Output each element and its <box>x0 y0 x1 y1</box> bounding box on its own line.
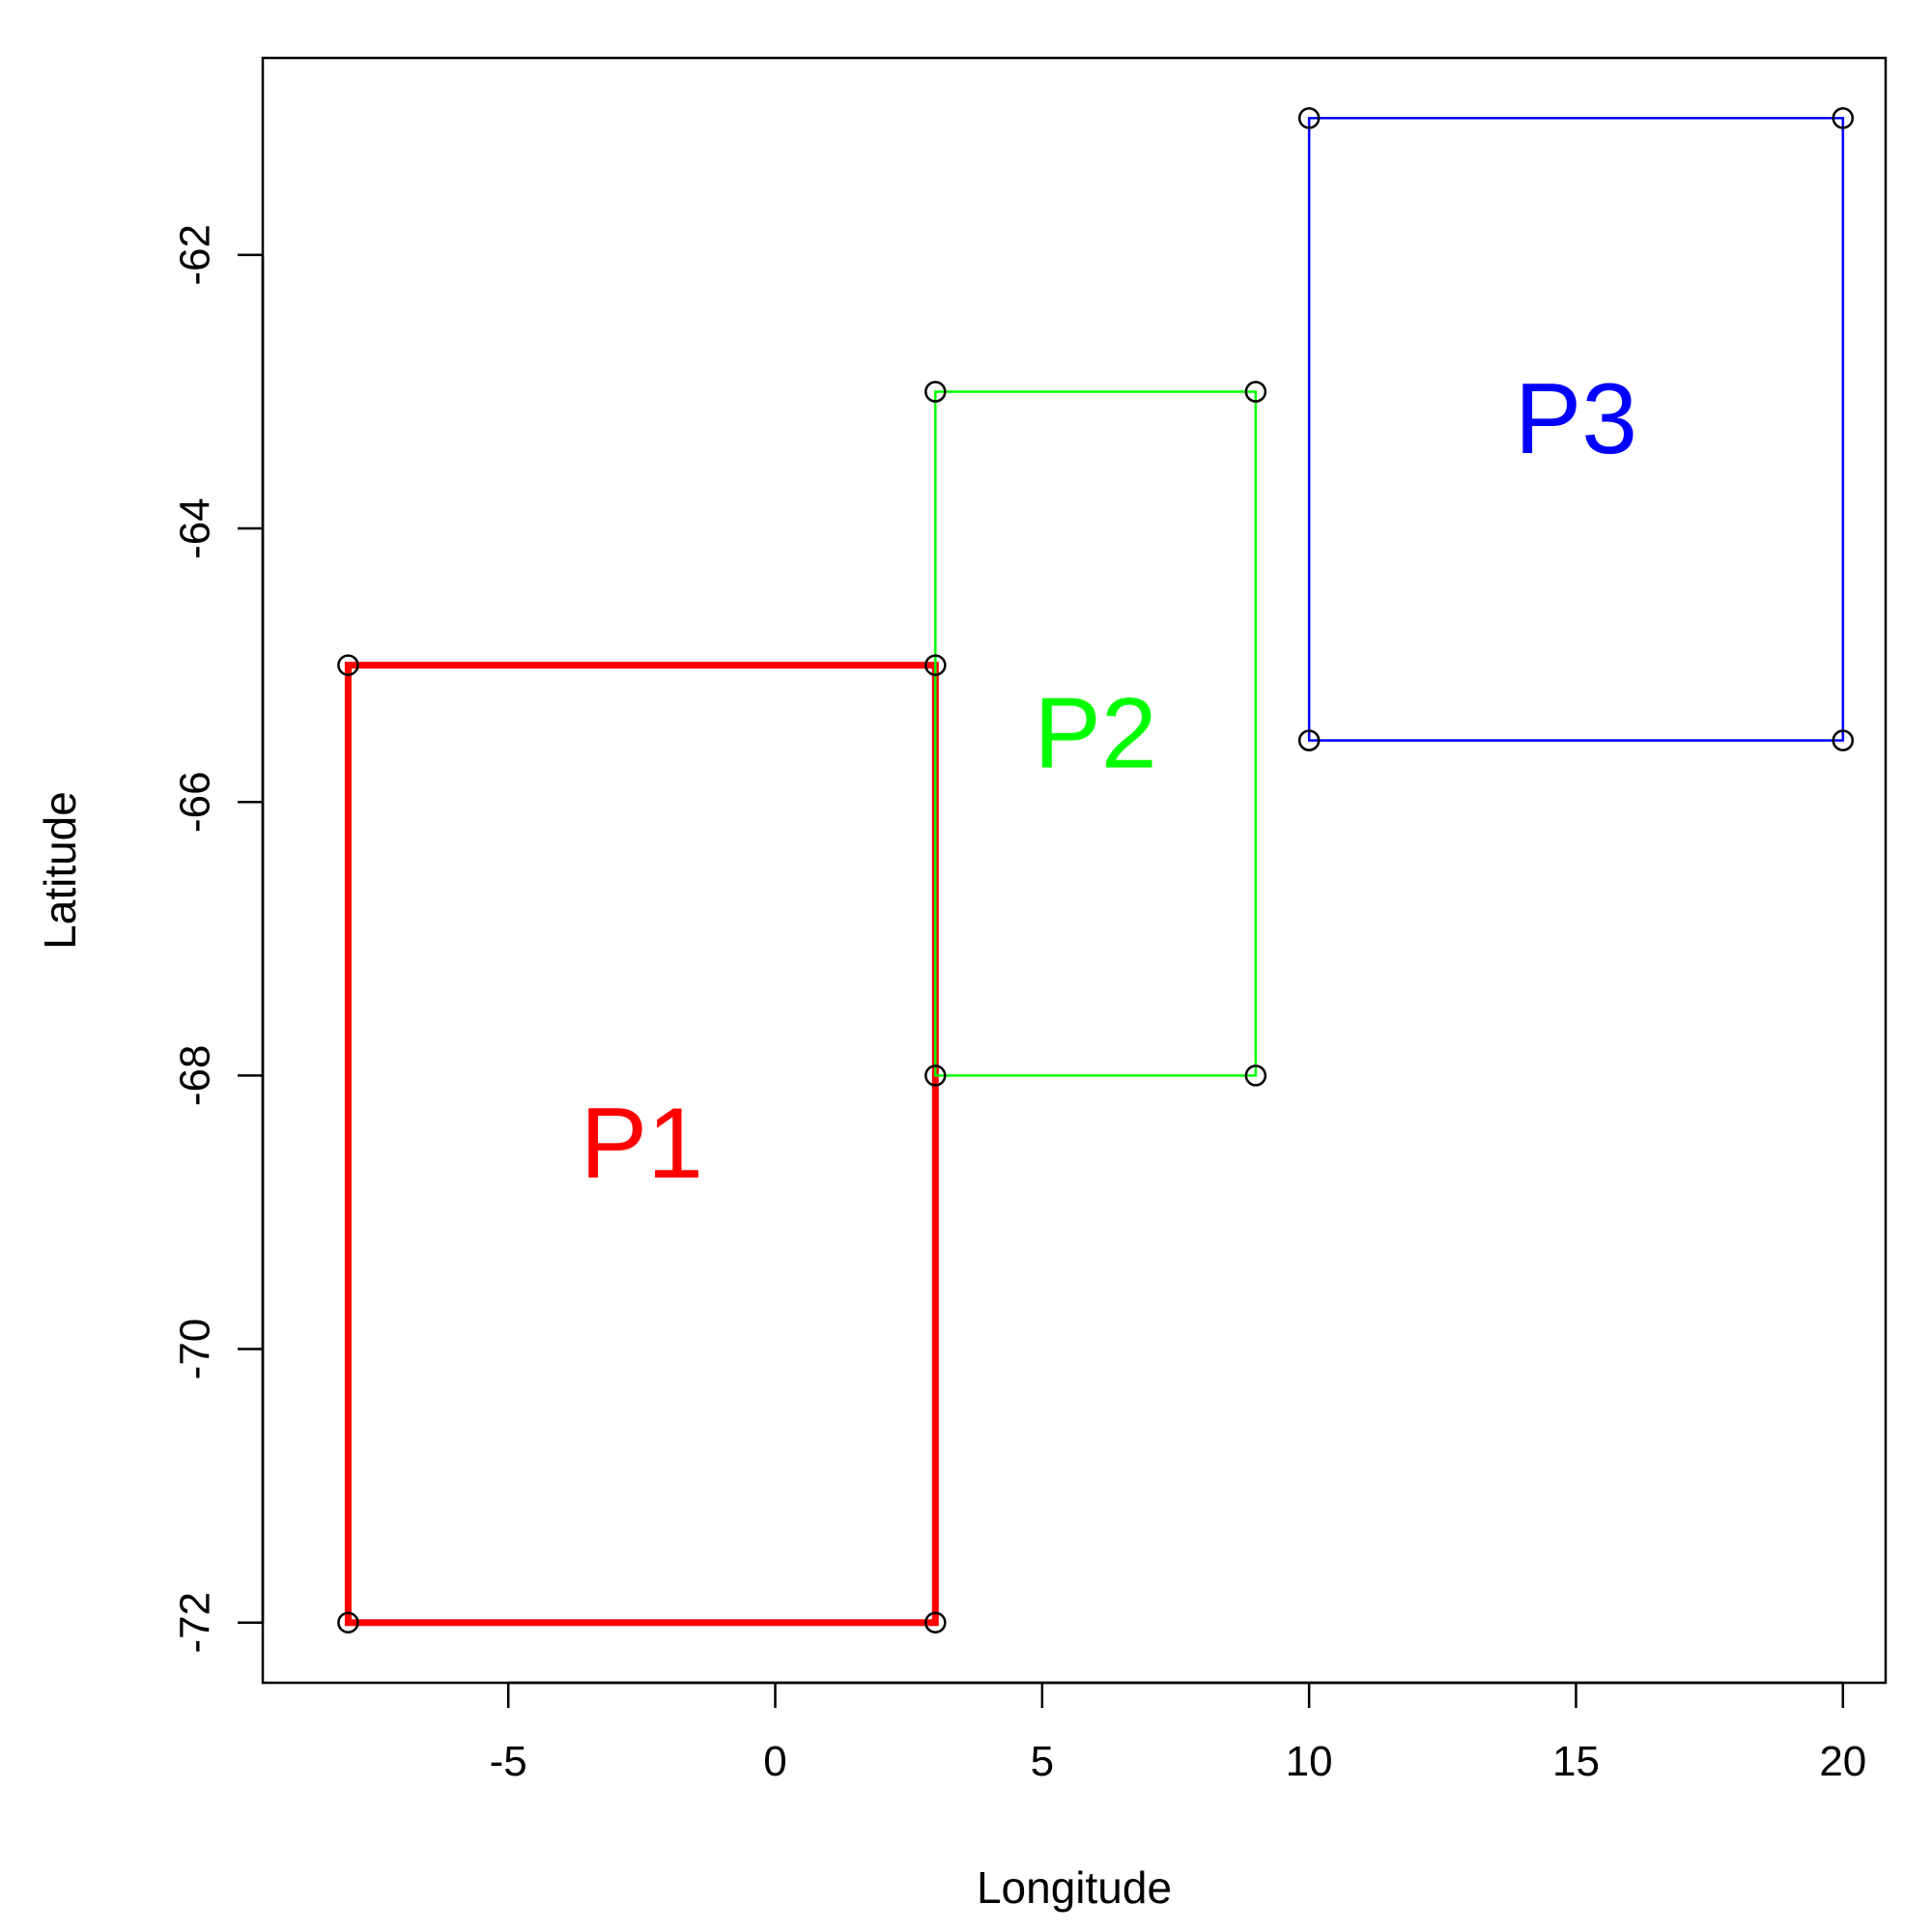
polygons-layer <box>344 117 1845 1627</box>
y-tick-label: -72 <box>172 1592 219 1654</box>
x-axis: -5 0 5 10 15 20 <box>490 1681 1866 1785</box>
vertex-point-p1-4 <box>337 1611 359 1634</box>
polygon-p1 <box>344 662 939 1627</box>
polygon-labels-layer: P1 P2 P3 <box>581 363 1637 1200</box>
vertex-point-p3-4 <box>1297 729 1321 752</box>
vertex-point-p3-2 <box>1832 107 1855 129</box>
vertex-point-p1-2 <box>924 654 947 676</box>
y-tick-label: -66 <box>172 771 219 833</box>
x-tick-label: 15 <box>1552 1738 1600 1785</box>
vertex-point-p3-3 <box>1832 729 1855 752</box>
vertex-point-p2-1 <box>924 381 947 403</box>
vertex-point-p3-1 <box>1297 107 1321 129</box>
x-tick-label: -5 <box>490 1738 527 1785</box>
y-axis-title: Latitude <box>35 791 85 950</box>
x-tick-label: 10 <box>1286 1738 1333 1785</box>
x-tick-label: 20 <box>1819 1738 1866 1785</box>
polygon-p3 <box>1307 117 1845 742</box>
vertex-point-p1-1 <box>337 654 359 676</box>
y-tick-label: -70 <box>172 1319 219 1380</box>
y-tick-label: -64 <box>172 497 219 559</box>
plot-frame <box>261 56 1888 1685</box>
polygon-label-p3: P3 <box>1515 363 1637 475</box>
points-layer <box>337 107 1855 1634</box>
polygon-label-p1: P1 <box>581 1088 703 1200</box>
x-tick-label: 5 <box>1031 1738 1054 1785</box>
vertex-point-p1-3 <box>924 1611 947 1634</box>
polygon-label-p2: P2 <box>1034 677 1156 789</box>
vertex-point-p2-4 <box>924 1065 947 1087</box>
vertex-point-p2-2 <box>1244 381 1267 403</box>
vertex-point-p2-3 <box>1244 1065 1267 1087</box>
y-tick-label: -68 <box>172 1045 219 1107</box>
y-tick-label: -62 <box>172 224 219 286</box>
polygon-p2 <box>934 390 1258 1077</box>
x-axis-title: Longitude <box>977 1862 1172 1913</box>
y-axis: -72 -70 -68 -66 -64 -62 <box>172 224 265 1654</box>
x-tick-label: 0 <box>763 1738 786 1785</box>
